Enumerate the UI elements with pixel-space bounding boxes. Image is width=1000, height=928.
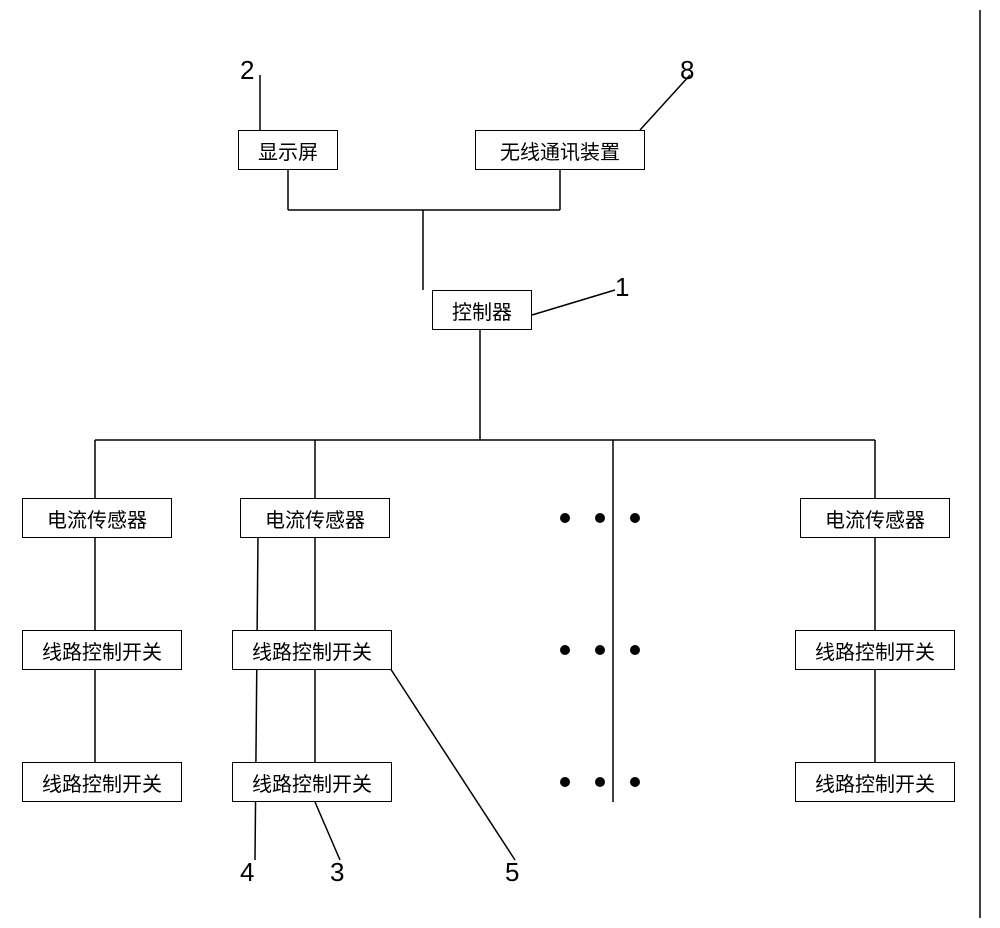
node-cs4: 电流传感器 — [800, 498, 950, 538]
node-cs2: 电流传感器 — [240, 498, 390, 538]
diagram-canvas: 显示屏无线通讯装置控制器电流传感器电流传感器电流传感器线路控制开关线路控制开关线… — [0, 0, 1000, 928]
node-lc2a: 线路控制开关 — [232, 630, 392, 670]
callout-1: 1 — [615, 272, 629, 303]
callout-4: 4 — [240, 857, 254, 888]
node-lc4b: 线路控制开关 — [795, 762, 955, 802]
callout-5: 5 — [505, 857, 519, 888]
node-lc2b: 线路控制开关 — [232, 762, 392, 802]
node-cs1: 电流传感器 — [22, 498, 172, 538]
node-wireless: 无线通讯装置 — [475, 130, 645, 170]
node-lc1a: 线路控制开关 — [22, 630, 182, 670]
node-controller: 控制器 — [432, 290, 532, 330]
callout-3: 3 — [330, 857, 344, 888]
node-lc1b: 线路控制开关 — [22, 762, 182, 802]
callout-8: 8 — [680, 55, 694, 86]
callout-2: 2 — [240, 55, 254, 86]
node-lc4a: 线路控制开关 — [795, 630, 955, 670]
node-display: 显示屏 — [238, 130, 338, 170]
